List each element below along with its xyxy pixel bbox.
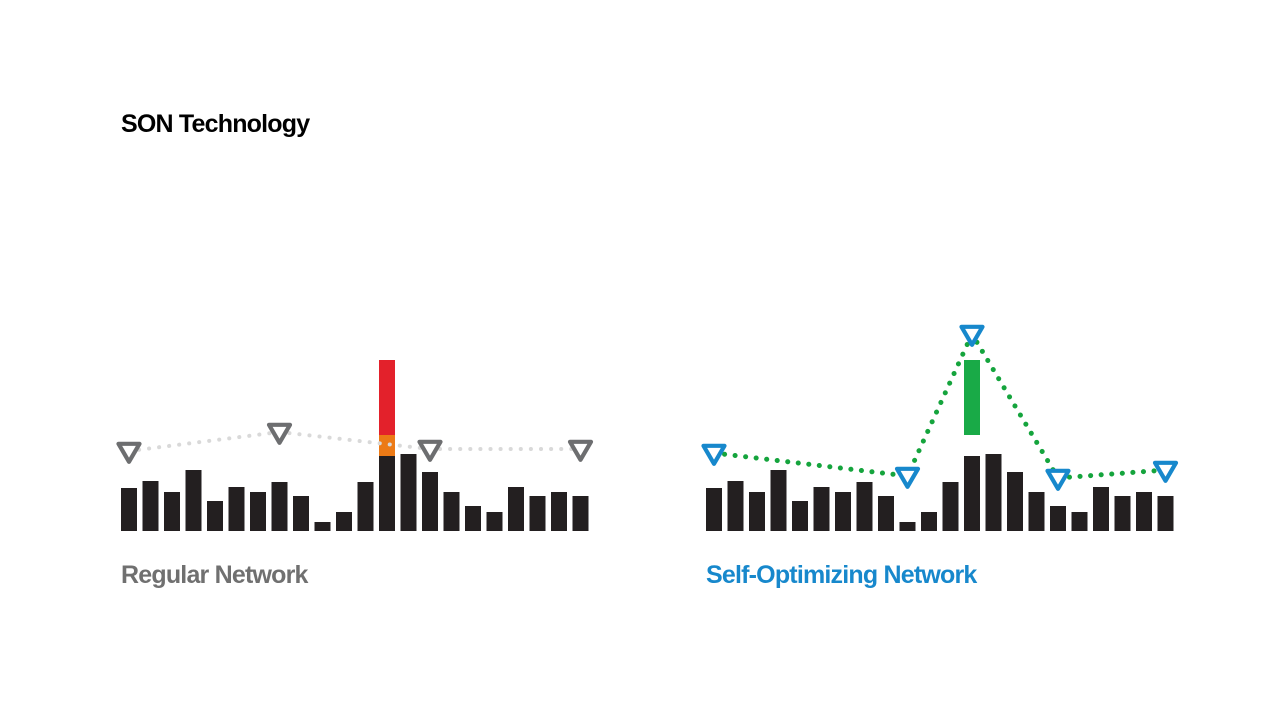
son-network-label: Self-Optimizing Network <box>706 561 977 589</box>
signal-bar <box>529 496 546 531</box>
signal-bar <box>551 492 567 531</box>
signal-bar <box>400 454 417 531</box>
signal-bar <box>379 456 395 531</box>
signal-bar <box>1071 512 1088 531</box>
signal-bar <box>486 512 503 531</box>
signal-bar <box>1007 472 1023 531</box>
signal-bar <box>422 472 438 531</box>
signal-bar <box>1157 496 1174 531</box>
tower-marker-icon <box>959 324 985 347</box>
tower-marker-icon <box>116 441 142 464</box>
son-panel <box>701 324 1179 531</box>
signal-bar <box>1050 506 1066 531</box>
tower-marker-icon <box>894 466 921 489</box>
tower-marker-icon <box>1152 460 1179 483</box>
signal-bar <box>942 482 959 531</box>
tower-marker-icon <box>417 439 443 462</box>
signal-bar <box>314 522 331 531</box>
signal-bar <box>293 496 309 531</box>
regular-network-panel <box>116 360 594 531</box>
signal-bar <box>1093 487 1109 531</box>
signal-bar <box>964 456 980 531</box>
tower-marker-icon <box>266 422 293 445</box>
signal-bar <box>572 496 589 531</box>
signal-bar <box>1028 492 1045 531</box>
signal-bar <box>856 482 873 531</box>
signal-bar <box>835 492 851 531</box>
signal-bar <box>899 522 916 531</box>
signal-bar <box>508 487 524 531</box>
signal-bar <box>164 492 180 531</box>
signal-bar <box>121 488 137 531</box>
signal-bar <box>706 488 722 531</box>
signal-bar <box>228 487 245 531</box>
signal-bar <box>357 482 374 531</box>
signal-bar <box>985 454 1002 531</box>
boost-segment <box>964 360 980 435</box>
coverage-line <box>711 331 1168 481</box>
signal-bar <box>250 492 266 531</box>
tower-marker-icon <box>701 443 727 466</box>
overload-segment <box>379 360 395 435</box>
signal-bar <box>142 481 159 531</box>
coverage-line <box>127 430 583 453</box>
regular-network-label: Regular Network <box>121 561 308 589</box>
signal-bar <box>207 501 223 531</box>
signal-bar <box>813 487 830 531</box>
signal-bar <box>271 482 288 531</box>
tower-marker-icon <box>567 439 594 462</box>
tower-marker-icon <box>1045 468 1071 491</box>
signal-bar <box>749 492 765 531</box>
signal-bar <box>727 481 744 531</box>
signal-bar <box>465 506 481 531</box>
signal-bar <box>792 501 808 531</box>
signal-bar <box>1114 496 1131 531</box>
signal-bar <box>770 470 787 531</box>
signal-bar <box>443 492 460 531</box>
overflow-segment <box>379 435 395 456</box>
signal-bar <box>1136 492 1152 531</box>
signal-bar <box>336 512 352 531</box>
page-title: SON Technology <box>121 110 310 138</box>
signal-bar <box>185 470 202 531</box>
signal-bar <box>878 496 894 531</box>
signal-bar <box>921 512 937 531</box>
